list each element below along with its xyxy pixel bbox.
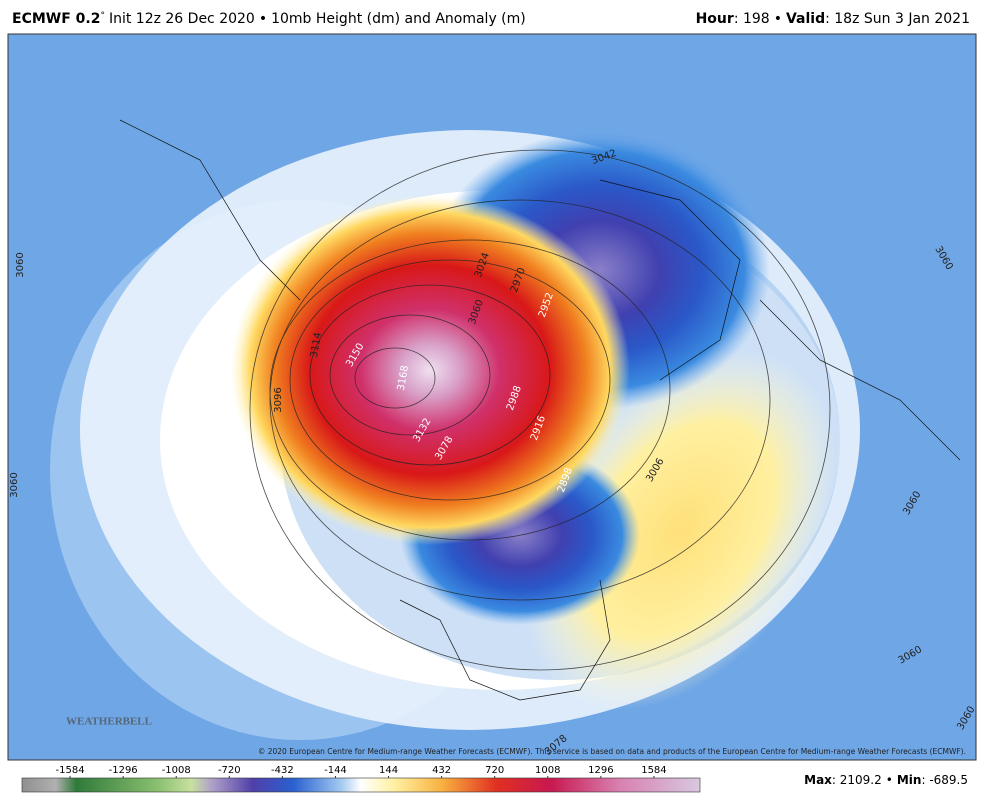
colorbar-tick-label: 1008	[535, 765, 560, 776]
colorbar-tick-label: 144	[379, 765, 398, 776]
coastlines	[119, 119, 961, 701]
copyright: © 2020 European Centre for Medium-range …	[258, 747, 966, 756]
degree: °	[100, 11, 105, 21]
colorbar-tick-label: 432	[432, 765, 451, 776]
logo: WEATHERBELL	[66, 716, 152, 728]
valid-label: Valid	[786, 11, 825, 27]
min-label: Min	[897, 773, 922, 787]
hour-label: Hour	[696, 11, 734, 27]
contour-label: 3060	[15, 252, 26, 277]
colorbar-tick-label: 1296	[588, 765, 613, 776]
contours	[249, 149, 831, 671]
contour-label: 3096	[273, 387, 284, 412]
colorbar-tick-label: -1584	[56, 765, 85, 776]
product: 10mb Height (dm) and Anomaly (m)	[271, 11, 526, 27]
colorbar-tick-label: -144	[324, 765, 347, 776]
colorbar-tick-label: -720	[218, 765, 241, 776]
separator: •	[259, 11, 267, 27]
colorbar-tick-label: 1584	[641, 765, 666, 776]
max: 2109.2	[840, 773, 882, 787]
colorbar-tick-label: -432	[271, 765, 294, 776]
contour-label: 3168	[396, 365, 411, 392]
header-right: Hour: 198 • Valid: 18z Sun 3 Jan 2021	[696, 11, 970, 27]
max-label: Max	[804, 773, 832, 787]
colon: :	[832, 773, 840, 787]
colorbar-tick-label: -1008	[162, 765, 191, 776]
model: ECMWF 0.2	[12, 11, 100, 27]
hour: : 198	[734, 11, 770, 27]
init: Init 12z 26 Dec 2020	[109, 11, 255, 27]
contour-label: 3060	[9, 472, 20, 497]
colorbar-tick-label: 720	[485, 765, 504, 776]
header-left: ECMWF 0.2° Init 12z 26 Dec 2020 • 10mb Heig…	[12, 11, 526, 28]
min: -689.5	[929, 773, 968, 787]
stats: Max: 2109.2 • Min: -689.5	[804, 773, 968, 787]
contour-label: 3114	[309, 332, 324, 359]
valid: : 18z Sun 3 Jan 2021	[825, 11, 970, 27]
colon: :	[921, 773, 929, 787]
map-frame	[7, 33, 977, 761]
colorbar-tick-label: -1296	[109, 765, 138, 776]
separator: •	[886, 773, 893, 787]
colorbar-ticks: -1584 -1296 -1008 -720 -432 -144 144 432 720 1008…	[56, 765, 667, 778]
colorbar	[21, 777, 701, 793]
separator: •	[774, 11, 782, 27]
